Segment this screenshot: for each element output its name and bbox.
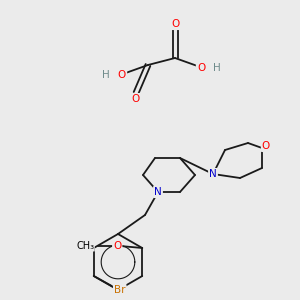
Text: O: O [113,241,122,251]
Text: O: O [262,141,270,151]
Text: O: O [171,19,179,29]
Text: N: N [209,169,217,179]
Text: H: H [213,63,221,73]
Text: N: N [154,187,162,197]
Text: O: O [132,94,140,104]
Text: O: O [118,70,126,80]
Text: O: O [197,63,205,73]
Text: CH₃: CH₃ [76,241,94,251]
Text: H: H [102,70,110,80]
Text: Br: Br [114,285,125,295]
